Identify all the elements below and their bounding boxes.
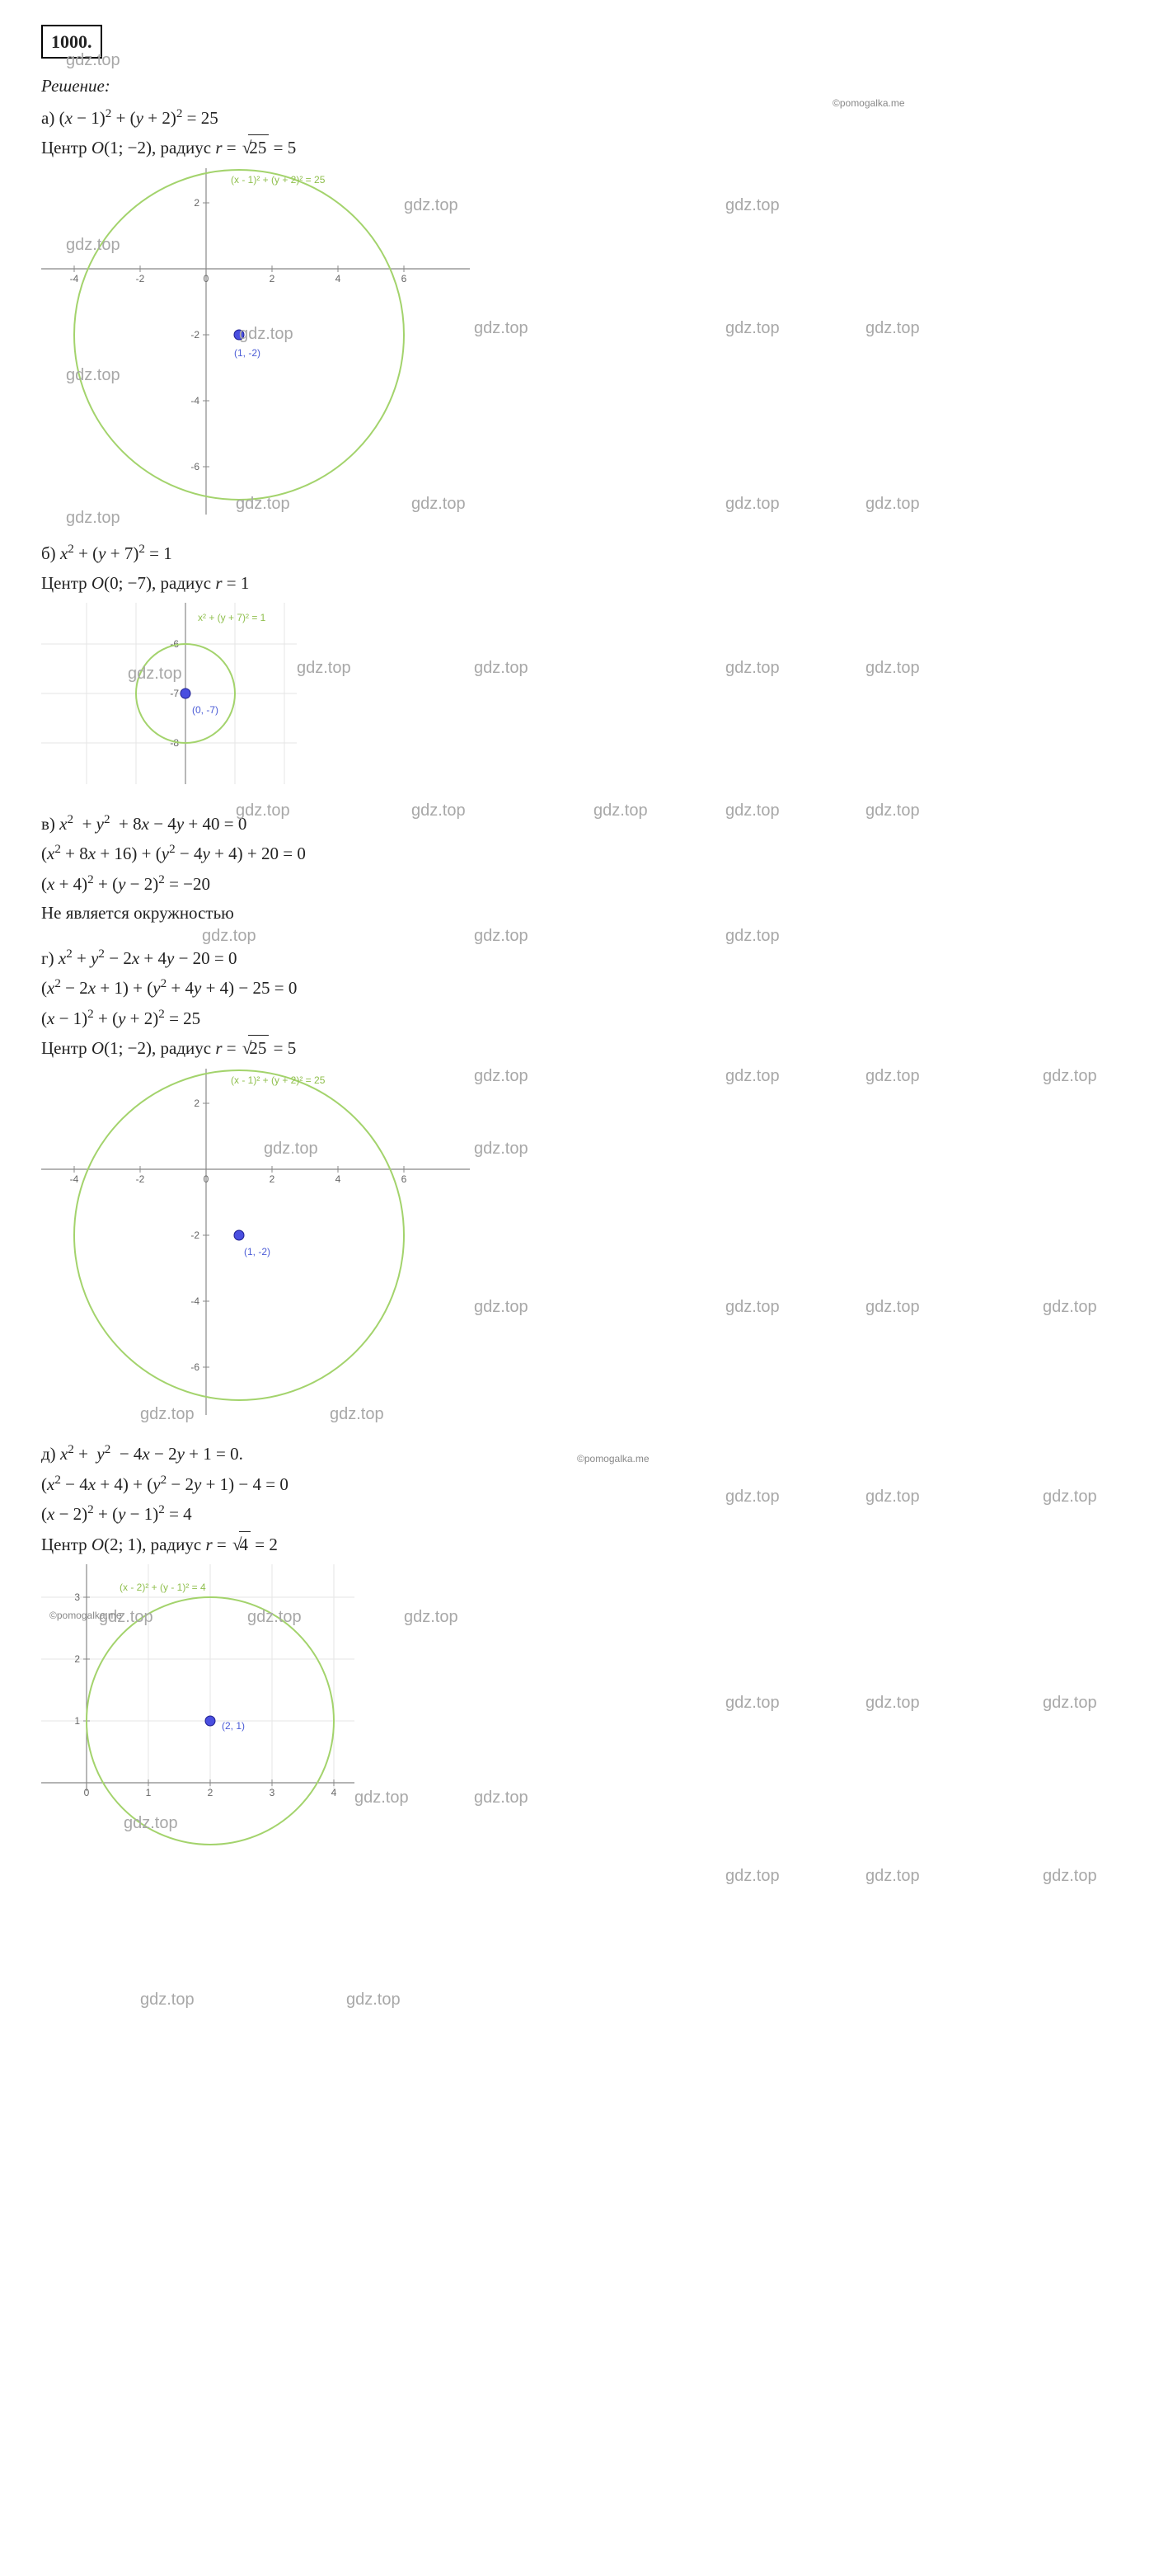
svg-text:(x - 2)² + (y - 1)² = 4: (x - 2)² + (y - 1)² = 4 <box>120 1582 206 1593</box>
svg-text:x² + (y + 7)² = 1: x² + (y + 7)² = 1 <box>198 612 266 623</box>
svg-text:0: 0 <box>204 1173 209 1185</box>
svg-text:4: 4 <box>335 273 341 284</box>
problem-number: 1000. <box>41 25 102 59</box>
svg-text:2: 2 <box>270 1173 275 1185</box>
svg-text:-2: -2 <box>190 1229 199 1241</box>
svg-text:(2, 1): (2, 1) <box>222 1720 245 1732</box>
svg-text:2: 2 <box>194 197 199 209</box>
svg-text:2: 2 <box>194 1098 199 1109</box>
svg-text:0: 0 <box>204 273 209 284</box>
part-g-line3: (x − 1)2 + (y + 2)2 = 25 <box>41 1005 1121 1032</box>
part-g-center: Центр O(1; −2), радиус r = √25 = 5 <box>41 1035 1121 1062</box>
plot-g: -4 -2 0 2 4 6 2 -2 -4 -6 (1, -2) (x - 1)² + (y + 2)… <box>41 1069 1121 1423</box>
svg-text:2: 2 <box>208 1787 213 1798</box>
part-v-line2: (x2 + 8x + 16) + (y2 − 4y + 4) + 20 = 0 <box>41 840 1121 867</box>
svg-text:-6: -6 <box>190 1361 199 1373</box>
svg-text:1: 1 <box>146 1787 152 1798</box>
svg-text:-4: -4 <box>190 395 199 407</box>
watermark: gdz.top <box>140 1987 195 2012</box>
svg-text:(x - 1)² + (y + 2)² = 25: (x - 1)² + (y + 2)² = 25 <box>231 1074 326 1086</box>
part-b-line1: б) x2 + (y + 7)2 = 1 <box>41 540 1121 567</box>
svg-text:4: 4 <box>335 1173 341 1185</box>
svg-text:-2: -2 <box>136 273 145 284</box>
part-v-line1: в) x2 + y2 + 8x − 4y + 40 = 0 <box>41 811 1121 838</box>
plot-d: 0 1 2 3 4 1 2 3 (2, 1) (x - 2)² + (y - 1)² = 4 <box>41 1564 1121 1799</box>
svg-text:1: 1 <box>74 1715 80 1727</box>
watermark: gdz.top <box>866 1864 920 1888</box>
svg-text:(1, -2): (1, -2) <box>244 1246 270 1257</box>
svg-text:4: 4 <box>331 1787 337 1798</box>
plot-b: -6-7-8(0, -7)x² + (y + 7)² = 1 <box>41 603 1121 792</box>
svg-text:(x - 1)² + (y + 2)² = 25: (x - 1)² + (y + 2)² = 25 <box>231 174 326 186</box>
svg-text:-6: -6 <box>190 461 199 472</box>
watermark: gdz.top <box>1043 1864 1097 1888</box>
part-d-line2: (x2 − 4x + 4) + (y2 − 2y + 1) − 4 = 0 <box>41 1471 1121 1498</box>
part-v-line3: (x + 4)2 + (y − 2)2 = −20 <box>41 871 1121 898</box>
plot-a: -4 -2 0 2 4 6 2 -2 -4 -6 (1, -2) (x - 1)² + (y + 2)… <box>41 168 1121 523</box>
solution-label: Решение: <box>41 73 1121 100</box>
part-a-line1: а) (x − 1)2 + (y + 2)2 = 25 <box>41 105 1121 132</box>
part-a-center: Центр O(1; −2), радиус r = √25 = 5 <box>41 134 1121 162</box>
svg-text:-2: -2 <box>190 329 199 341</box>
watermark: gdz.top <box>725 1864 780 1888</box>
part-d-line3: (x − 2)2 + (y − 1)2 = 4 <box>41 1501 1121 1528</box>
svg-text:2: 2 <box>74 1653 80 1665</box>
part-g-line2: (x2 − 2x + 1) + (y2 + 4y + 4) − 25 = 0 <box>41 975 1121 1002</box>
svg-text:-4: -4 <box>70 273 79 284</box>
svg-text:-2: -2 <box>136 1173 145 1185</box>
svg-text:(0, -7): (0, -7) <box>192 704 218 716</box>
part-b-center: Центр O(0; −7), радиус r = 1 <box>41 571 1121 597</box>
part-d-center: Центр O(2; 1), радиус r = √4 = 2 <box>41 1531 1121 1558</box>
part-g-line1: г) x2 + y2 − 2x + 4y − 20 = 0 <box>41 945 1121 972</box>
svg-text:(1, -2): (1, -2) <box>234 347 260 359</box>
svg-text:-4: -4 <box>70 1173 79 1185</box>
svg-text:3: 3 <box>270 1787 275 1798</box>
watermark: gdz.top <box>346 1987 401 2012</box>
svg-text:6: 6 <box>401 273 407 284</box>
svg-text:-7: -7 <box>170 688 179 699</box>
svg-text:-4: -4 <box>190 1295 199 1307</box>
part-d-line1: д) x2 + y2 − 4x − 2y + 1 = 0. <box>41 1441 1121 1468</box>
svg-text:2: 2 <box>270 273 275 284</box>
svg-text:3: 3 <box>74 1591 80 1603</box>
part-v-line4: Не является окружностью <box>41 900 1121 927</box>
svg-text:6: 6 <box>401 1173 407 1185</box>
svg-text:0: 0 <box>84 1787 90 1798</box>
